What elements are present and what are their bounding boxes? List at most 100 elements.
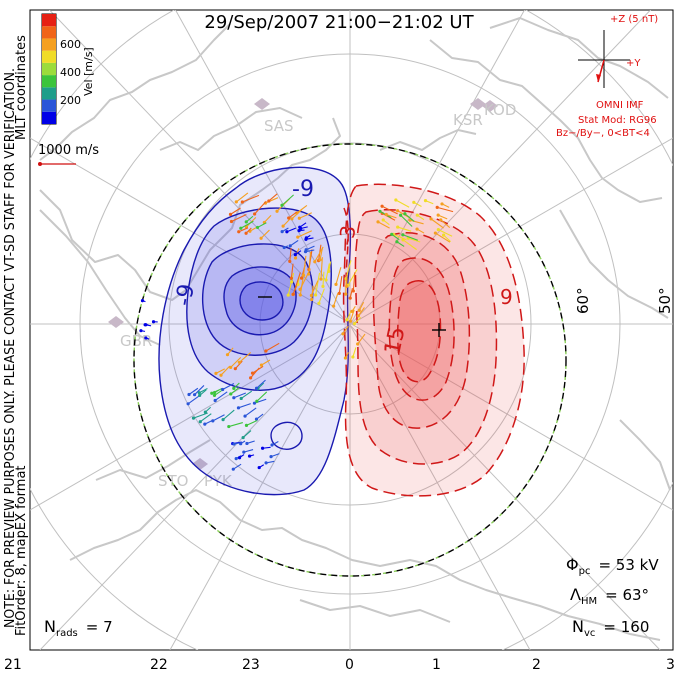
- colorbar-segment: [42, 87, 56, 100]
- velocity-vector-origin: [344, 292, 348, 296]
- velocity-vector-origin: [221, 418, 225, 422]
- colorbar-tick-600: 600: [60, 38, 81, 51]
- velocity-vector-origin: [348, 296, 352, 300]
- velocity-vector-origin: [350, 309, 354, 313]
- velocity-vector-origin: [244, 220, 248, 224]
- velocity-vector-origin: [396, 225, 400, 229]
- coast-hudson: [159, 107, 303, 151]
- positive-potential-cell: [342, 183, 525, 497]
- mlt-tick-2: 2: [532, 657, 541, 673]
- velocity-vector-origin: [303, 250, 308, 254]
- velocity-vector-origin: [297, 216, 301, 220]
- imf-z-label: +Z (5 nT): [610, 14, 658, 25]
- velocity-vector-origin: [259, 236, 263, 240]
- velocity-vector: [212, 414, 225, 422]
- pos-contour-small: [343, 207, 349, 283]
- velocity-vector: [256, 379, 266, 389]
- velocity-vector: [286, 227, 297, 233]
- velocity-vector: [408, 237, 421, 243]
- velocity-vector: [220, 365, 231, 376]
- station-ksr: KSR: [453, 98, 486, 129]
- velocity-vector: [296, 205, 308, 214]
- velocity-vector-origin: [236, 406, 241, 410]
- velocity-vector-origin: [401, 233, 405, 237]
- velocity-vector: [230, 207, 241, 215]
- velocity-vector: [242, 430, 252, 438]
- velocity-vector: [352, 347, 357, 358]
- mlt-tick-0: 0: [345, 657, 354, 673]
- velocity-vector: [402, 239, 417, 251]
- velocity-vector-origin: [301, 273, 306, 277]
- velocity-vector-origin: [197, 391, 201, 395]
- velocity-vector-origin: [214, 371, 218, 375]
- velocity-vector: [252, 365, 264, 374]
- velocity-vector: [404, 213, 415, 222]
- pos-contour-1: [342, 183, 525, 497]
- velocity-vector: [402, 234, 418, 241]
- coast-scandinavia: [95, 439, 211, 481]
- velocity-vector-origin: [241, 435, 245, 440]
- velocity-vector: [397, 226, 412, 232]
- velocity-vector-origin: [423, 198, 428, 203]
- vector-scale-dot: [38, 162, 42, 166]
- velocity-vector: [257, 222, 267, 228]
- colorbar-segment: [42, 38, 56, 51]
- velocity-vector-origin: [203, 422, 207, 426]
- velocity-vector: [357, 333, 366, 345]
- velocity-vector: [297, 230, 313, 238]
- velocity-vector-origin: [252, 401, 257, 405]
- velocity-vector-origin: [229, 392, 233, 396]
- colorbar-segment: [42, 111, 56, 124]
- velocity-vector: [357, 307, 365, 317]
- velocity-vector-origin: [212, 393, 217, 398]
- mlt-axis: 21 22 23 0 1 2 3: [4, 657, 675, 673]
- velocity-vector-origin: [239, 226, 243, 230]
- velocity-vector-origin: [429, 217, 433, 221]
- latitude-label-50: 50°: [656, 287, 674, 314]
- velocity-vector: [230, 387, 240, 395]
- velocity-vector-origin: [249, 376, 253, 380]
- velocity-vector-origin: [415, 227, 419, 231]
- stat-nrads: Nrads = 7: [44, 617, 113, 639]
- velocity-vector-origin: [267, 199, 271, 203]
- velocity-vector: [188, 387, 199, 395]
- neg-contour-3: [202, 243, 314, 356]
- velocity-vector-origin: [250, 371, 255, 375]
- velocity-vector-origin: [344, 284, 349, 289]
- heppner-maynard-boundary-points: [133, 143, 567, 577]
- coast-inland: [299, 599, 451, 623]
- velocity-vector-origin: [225, 353, 230, 357]
- station-kod: KOD: [482, 100, 516, 119]
- velocity-vector-origin: [298, 287, 302, 291]
- velocity-vector-origin: [296, 235, 300, 239]
- velocity-vector-origin: [254, 386, 259, 390]
- velocity-vector-origin: [321, 284, 325, 288]
- velocity-vector: [187, 395, 200, 405]
- velocity-vector: [435, 232, 451, 243]
- velocity-vector: [215, 368, 225, 374]
- velocity-vector-origin: [237, 230, 241, 234]
- velocity-vector-origin: [293, 256, 298, 260]
- velocity-vector-origin: [234, 457, 238, 461]
- velocity-vector-origin: [247, 454, 252, 458]
- velocity-vector: [395, 199, 410, 208]
- velocity-vector-origin: [244, 231, 248, 235]
- velocity-vector-origin: [239, 442, 243, 446]
- imf-model: Stat Mod: RG96: [578, 115, 657, 126]
- station-label: KOD: [484, 101, 516, 119]
- velocity-vector-origin: [304, 237, 308, 241]
- velocity-vector-origin: [307, 272, 311, 276]
- velocity-vector: [238, 403, 251, 409]
- velocity-vector-origin: [433, 231, 437, 235]
- velocity-vector: [338, 276, 343, 294]
- coast-greenland-east: [39, 117, 341, 301]
- meridian-diag-6: [30, 137, 673, 511]
- velocity-vector: [263, 214, 272, 223]
- velocity-vector-origin: [319, 277, 323, 281]
- velocity-vector: [231, 214, 247, 222]
- velocity-vector-origin: [399, 213, 403, 217]
- velocity-vector: [319, 248, 323, 260]
- imf-clock-dial: +Z (5 nT) +Y OMNI IMF Stat Mod: RG96 Bz−…: [556, 14, 658, 139]
- velocity-vector: [256, 391, 268, 402]
- velocity-vector-origin: [211, 419, 215, 423]
